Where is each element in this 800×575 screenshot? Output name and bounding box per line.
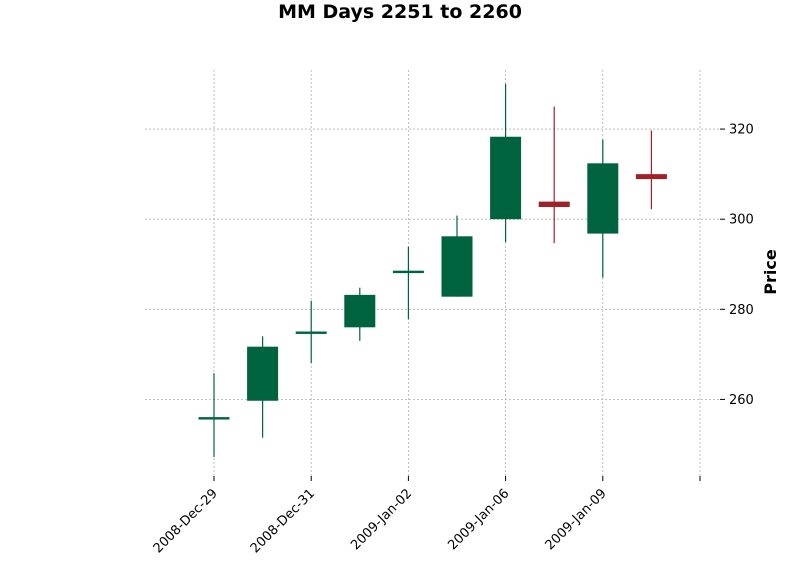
- candle-body: [635, 174, 667, 180]
- candle-body: [441, 236, 473, 297]
- x-tick-label: 2008-Dec-31: [248, 486, 318, 556]
- candle-body: [198, 417, 230, 420]
- y-tick-label: 280: [729, 303, 754, 318]
- candle-body: [587, 163, 619, 234]
- chart-title: MM Days 2251 to 2260: [278, 1, 522, 23]
- candle-body: [490, 136, 522, 220]
- x-tick-label: 2009-Jan-02: [348, 486, 415, 553]
- x-tick-label: 2008-Dec-29: [151, 486, 221, 556]
- grid: [145, 70, 720, 476]
- axes: 260 280 300 320 2008-Dec-29 2008-Dec-31 2009-J…: [151, 123, 754, 557]
- candles: [198, 84, 667, 458]
- candle-body: [295, 331, 327, 334]
- candle-body: [538, 201, 570, 208]
- candle-body: [392, 270, 424, 274]
- y-tick-label: 320: [729, 123, 754, 138]
- y-axis-label: Price: [761, 249, 780, 295]
- y-tick-label: 260: [729, 393, 754, 408]
- x-tick-label: 2009-Jan-09: [543, 486, 610, 553]
- y-tick-label: 300: [729, 213, 754, 228]
- x-tick-label: 2009-Jan-06: [445, 486, 512, 553]
- candle-body: [344, 294, 376, 328]
- candle-body: [247, 346, 279, 401]
